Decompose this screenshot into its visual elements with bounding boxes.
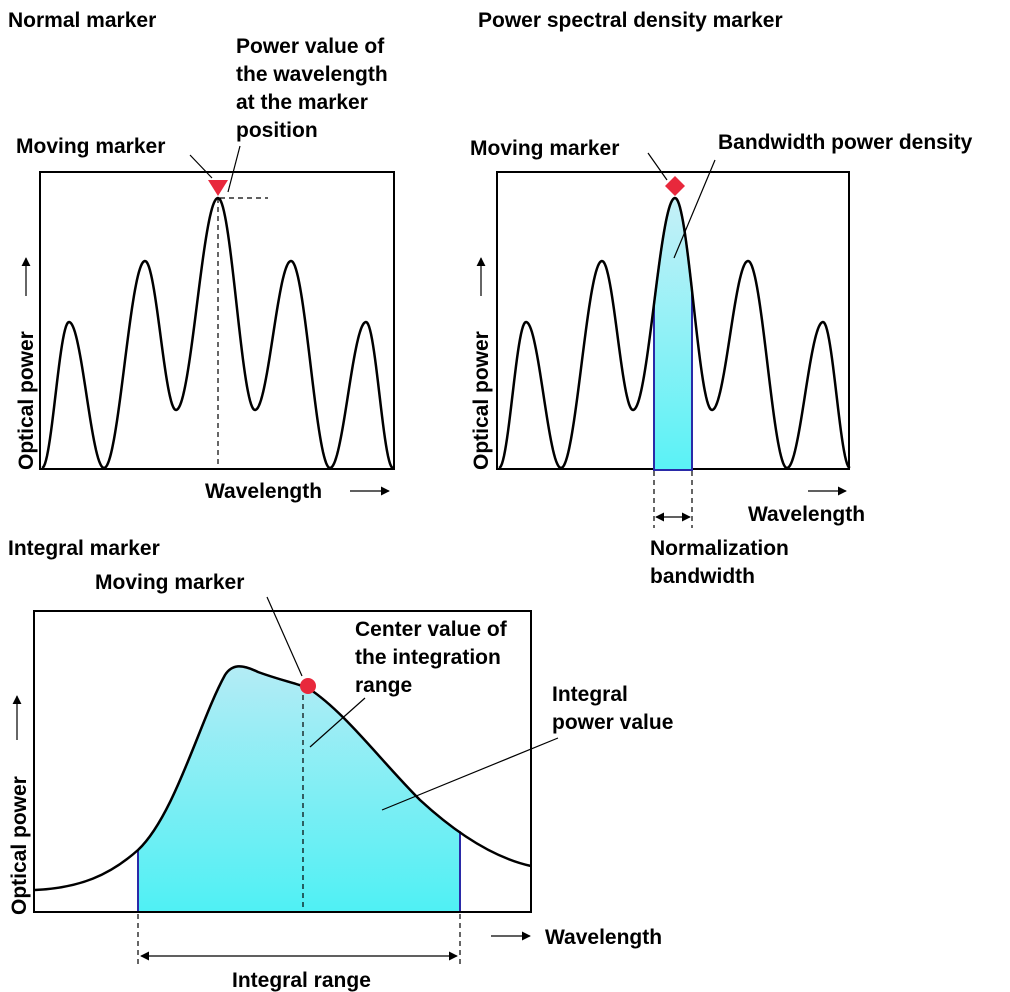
integral-power-label-line-1: Integral	[552, 683, 628, 706]
normal-y-axis-label: Optical power	[15, 257, 38, 470]
normal-x-axis-text: Wavelength	[205, 480, 322, 503]
integral-moving-marker-label: Moving marker	[95, 571, 244, 594]
bandwidth-density-leader-line	[673, 159, 716, 259]
center-value-leader-line	[309, 697, 366, 748]
integral-power-label-line-2: power value	[552, 711, 673, 734]
power-value-label-line-4: position	[236, 119, 318, 142]
diamond-marker-icon	[665, 176, 685, 196]
psd-marker-leader-line	[647, 152, 668, 181]
center-value-label-line-2: the integration	[355, 646, 501, 669]
normalization-bandwidth-line-1: Normalization	[650, 537, 789, 560]
psd-x-axis-text: Wavelength	[748, 503, 865, 526]
bandwidth-power-density-label: Bandwidth power density	[718, 131, 973, 154]
psd-spectrum-curve	[498, 196, 851, 470]
normal-marker-title: Normal marker	[8, 9, 156, 32]
psd-marker-title: Power spectral density marker	[478, 9, 783, 32]
integral-marker-panel: Integral marker Moving marker Center val…	[8, 537, 673, 992]
integral-power-leader-line	[381, 737, 559, 811]
psd-y-axis-label: Optical power	[470, 257, 493, 470]
integral-plot-frame	[33, 610, 532, 913]
normalization-bandwidth-line-2: bandwidth	[650, 565, 755, 588]
integral-y-axis-label: Optical power	[8, 695, 31, 915]
triangle-marker-icon	[208, 180, 228, 196]
power-value-label-line-2: the wavelength	[236, 63, 388, 86]
integral-y-axis-text: Optical power	[8, 776, 31, 915]
normal-marker-panel: Normal marker Power value of the wavelen…	[8, 9, 395, 503]
psd-moving-marker-label: Moving marker	[470, 137, 619, 160]
psd-marker-panel: Power spectral density marker Moving mar…	[470, 9, 973, 588]
integral-spectrum-curve	[34, 665, 532, 892]
center-value-label-line-1: Center value of	[355, 618, 508, 641]
normal-marker-leader-line	[189, 154, 213, 179]
power-value-label-line-1: Power value of	[236, 35, 385, 58]
integral-marker-title: Integral marker	[8, 537, 160, 560]
integral-x-axis-text: Wavelength	[545, 926, 662, 949]
normal-y-axis-text: Optical power	[15, 331, 38, 470]
normal-plot-frame	[39, 171, 395, 470]
power-value-leader-line	[227, 145, 241, 193]
power-value-label-line-3: at the marker	[236, 91, 368, 114]
integral-marker-leader-line	[266, 596, 303, 677]
integral-range-label: Integral range	[232, 969, 371, 992]
normal-moving-marker-label: Moving marker	[16, 135, 165, 158]
circle-marker-icon	[300, 678, 316, 694]
integral-range-fill	[137, 665, 461, 913]
psd-y-axis-text: Optical power	[470, 331, 493, 470]
center-value-label-line-3: range	[355, 674, 412, 697]
